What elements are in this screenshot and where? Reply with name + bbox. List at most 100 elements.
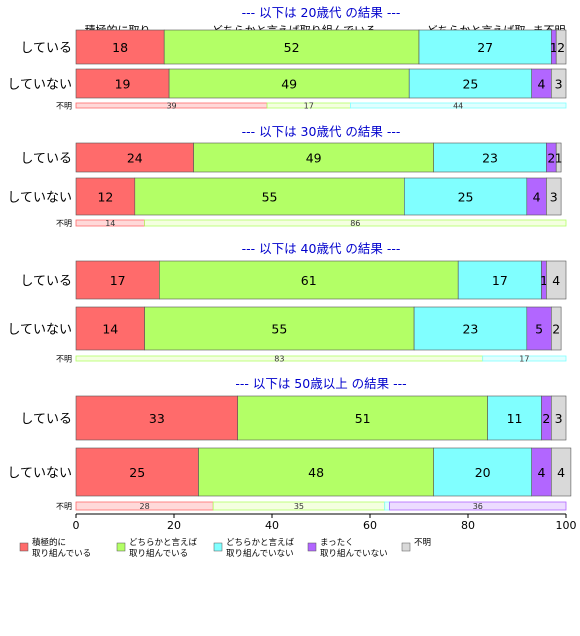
x-tick-label: 100 <box>556 519 577 532</box>
unknown-data-label: 83 <box>274 355 284 364</box>
x-tick-label: 80 <box>461 519 475 532</box>
bar-segment <box>198 447 434 497</box>
group-title: --- 以下は 30歳代 の結果 --- <box>242 124 401 139</box>
row-label: している <box>20 412 72 427</box>
x-tick-label: 60 <box>363 519 377 532</box>
bar-segment <box>413 306 528 351</box>
bar-segment <box>550 395 567 441</box>
data-label: 3 <box>555 411 563 426</box>
data-label: 1 <box>555 151 563 166</box>
x-tick-label: 40 <box>265 519 279 532</box>
unknown-segment <box>389 501 567 511</box>
unknown-data-label: 14 <box>105 219 115 228</box>
data-label: 55 <box>262 190 278 205</box>
data-label: 2 <box>547 151 555 166</box>
bar-segment <box>75 447 199 497</box>
bar-segment <box>75 68 170 99</box>
unknown-segment <box>349 102 567 109</box>
row-label: している <box>20 274 72 289</box>
unknown-data-label: 17 <box>304 102 314 111</box>
data-label: 17 <box>110 273 126 288</box>
data-label: 1 <box>540 273 548 288</box>
data-label: 49 <box>306 151 322 166</box>
bar-segment <box>168 68 410 99</box>
unknown-data-label: 39 <box>166 102 176 111</box>
bar-segment <box>550 68 567 99</box>
bar-segment <box>408 68 533 99</box>
unknown-segment <box>482 355 567 362</box>
legend-label: 積極的に <box>32 537 66 548</box>
data-label: 2 <box>542 411 550 426</box>
unknown-row-label: 不明 <box>56 355 72 364</box>
bar-segment <box>433 447 533 497</box>
unknown-data-label: 35 <box>294 502 304 511</box>
data-label: 17 <box>492 273 508 288</box>
unknown-data-label: 36 <box>473 502 483 511</box>
data-label: 5 <box>535 322 543 337</box>
bar-segment <box>193 142 435 173</box>
data-label: 2 <box>552 322 560 337</box>
row-label: していない <box>7 323 72 338</box>
row-label: している <box>20 152 72 167</box>
bar-segment <box>163 29 420 65</box>
bar-segment <box>75 306 145 351</box>
data-label: 61 <box>301 273 317 288</box>
data-label: 19 <box>115 77 131 92</box>
data-label: 12 <box>97 190 113 205</box>
bar-segment <box>546 260 567 300</box>
bar-segment <box>75 260 160 300</box>
unknown-data-label: 17 <box>519 355 529 364</box>
data-label: 55 <box>271 322 287 337</box>
group-title: --- 以下は 20歳代 の結果 --- <box>242 5 401 20</box>
row-label: していない <box>7 191 72 206</box>
bar-segment <box>418 29 552 65</box>
unknown-row-label: 不明 <box>56 502 72 511</box>
data-label: 27 <box>477 40 493 55</box>
data-label: 4 <box>538 77 546 92</box>
unknown-row-label: 不明 <box>56 102 72 111</box>
data-label: 4 <box>557 465 565 480</box>
data-label: 18 <box>112 40 128 55</box>
bar-segment <box>457 260 542 300</box>
group-title: --- 以下は 50歳以上 の結果 --- <box>235 376 406 391</box>
data-label: 33 <box>149 411 165 426</box>
bar-segment <box>159 260 459 300</box>
legend-label: 取り組んでいる <box>32 548 91 559</box>
data-label: 4 <box>533 190 541 205</box>
unknown-segment <box>384 501 391 511</box>
legend-label: どちらかと言えば <box>226 537 295 548</box>
data-label: 4 <box>538 465 546 480</box>
bar-segment <box>555 142 562 173</box>
bar-segment <box>144 306 415 351</box>
legend-swatch <box>19 542 29 552</box>
unknown-segment <box>144 219 567 227</box>
data-label: 20 <box>475 465 491 480</box>
data-label: 25 <box>458 190 474 205</box>
unknown-row-label: 不明 <box>56 219 72 228</box>
unknown-data-label: 86 <box>350 219 360 228</box>
data-label: 4 <box>552 273 560 288</box>
data-label: 14 <box>102 322 118 337</box>
data-label: 3 <box>555 77 563 92</box>
legend-label: 不明 <box>414 538 431 548</box>
data-label: 23 <box>462 322 478 337</box>
data-label: 51 <box>355 411 371 426</box>
data-label: 49 <box>281 77 297 92</box>
bar-segment <box>75 395 238 441</box>
bar-segment <box>75 29 165 65</box>
unknown-data-label: 28 <box>140 502 150 511</box>
legend-label: 取り組んでいない <box>320 548 388 559</box>
data-label: 25 <box>462 77 478 92</box>
bar-segment <box>75 177 136 216</box>
row-label: している <box>20 41 72 56</box>
row-label: していない <box>7 78 72 93</box>
data-label: 52 <box>284 40 300 55</box>
data-label: 1 <box>550 40 558 55</box>
legend-swatch <box>213 542 223 552</box>
bar-segment <box>75 142 194 173</box>
bar-segment <box>487 395 542 441</box>
group-title: --- 以下は 40歳代 の結果 --- <box>242 241 401 256</box>
data-label: 23 <box>482 151 498 166</box>
x-tick-label: 0 <box>73 519 80 532</box>
legend-swatch <box>116 542 126 552</box>
